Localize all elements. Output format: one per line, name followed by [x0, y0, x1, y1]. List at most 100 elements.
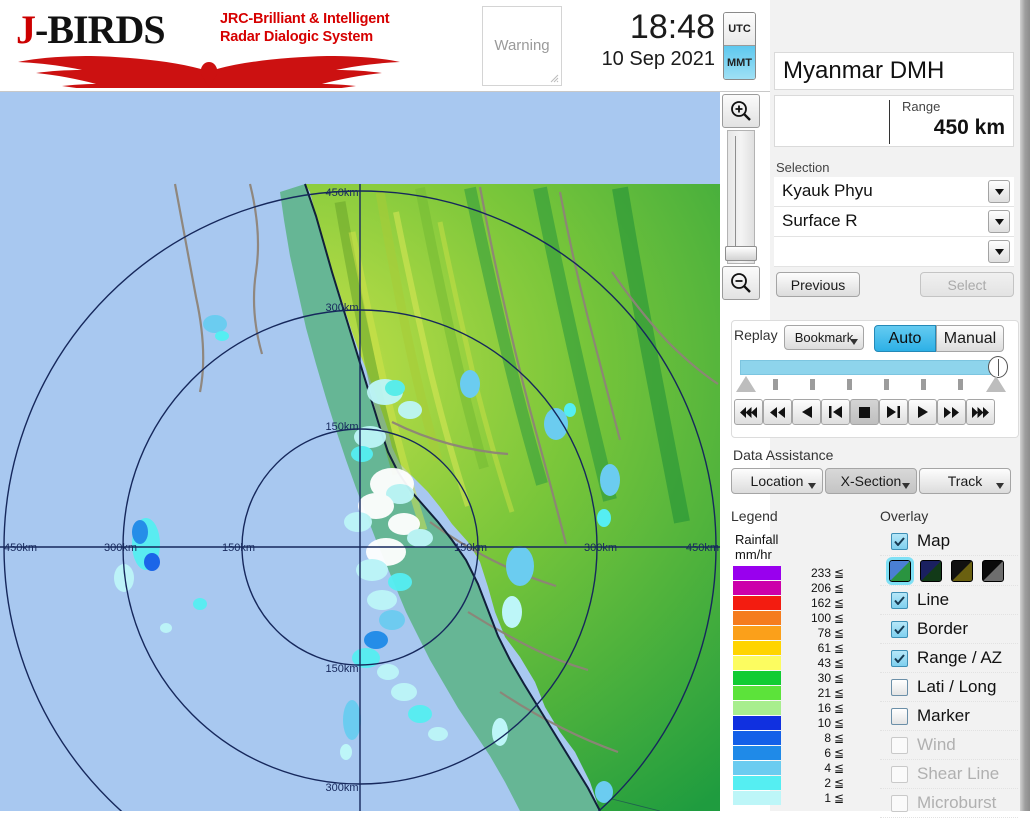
selection-product-dropdown[interactable]: Surface R: [774, 207, 1014, 237]
checkbox-icon[interactable]: [891, 678, 908, 696]
magnifier-plus-icon: [731, 101, 751, 121]
theme-blue-green[interactable]: [886, 556, 914, 585]
svg-text:150km: 150km: [222, 542, 255, 554]
replay-manual-button[interactable]: Manual: [936, 325, 1004, 352]
skip-to-end-icon: [972, 406, 989, 418]
theme-black-grey[interactable]: [982, 559, 1004, 582]
timezone-utc-button[interactable]: UTC: [724, 13, 755, 46]
zoom-slider-track[interactable]: [727, 130, 755, 264]
track-button[interactable]: Track: [919, 468, 1011, 494]
legend-value: 16: [817, 701, 831, 715]
legend-row: 206 ≦: [733, 581, 873, 596]
timezone-toggle[interactable]: UTC MMT: [723, 12, 756, 80]
fast-forward-button[interactable]: [937, 399, 966, 425]
stop-button[interactable]: [850, 399, 879, 425]
replay-marker-start[interactable]: [736, 376, 756, 392]
timezone-mmt-button[interactable]: MMT: [724, 46, 755, 79]
selection-site-dropdown[interactable]: Kyauk Phyu: [774, 177, 1014, 207]
legend-title: Rainfall mm/hr: [735, 532, 778, 562]
overlay-item-label: Marker: [917, 706, 970, 725]
selection-extra-dropdown[interactable]: [774, 237, 1014, 267]
step-forward-button[interactable]: [879, 399, 908, 425]
legend-row: 1 ≦: [733, 791, 873, 806]
legend-value: 21: [817, 686, 831, 700]
chevron-down-icon[interactable]: [988, 210, 1010, 233]
legend-row: 8 ≦: [733, 731, 873, 746]
chevron-down-icon[interactable]: [988, 240, 1010, 263]
checkbox-icon[interactable]: [891, 649, 908, 667]
legend-value: 30: [817, 671, 831, 685]
legend-value: 206: [810, 581, 831, 595]
caret-down-icon: [996, 483, 1004, 489]
theme-navy-dark-green[interactable]: [920, 559, 942, 582]
skip-to-end-button[interactable]: [966, 399, 995, 425]
legend-comparator: ≦: [834, 716, 845, 730]
replay-tick: [773, 379, 778, 390]
zoom-out-button[interactable]: [722, 266, 760, 300]
svg-text:150km: 150km: [454, 542, 487, 554]
panel-scrollbar[interactable]: [1020, 0, 1030, 811]
legend-row: 6 ≦: [733, 746, 873, 761]
location-button[interactable]: Location: [731, 468, 823, 494]
map-zoom-control[interactable]: [722, 94, 762, 300]
range-labels: 450km 300km 150km 150km 300km 450km 450k…: [4, 187, 719, 794]
legend-value: 78: [817, 626, 831, 640]
replay-slider-track[interactable]: [740, 360, 998, 375]
legend-comparator: ≦: [834, 626, 845, 640]
replay-auto-button[interactable]: Auto: [874, 325, 936, 352]
skip-to-start-button[interactable]: [734, 399, 763, 425]
svg-text:300km: 300km: [584, 542, 617, 554]
bookmark-button[interactable]: Bookmark: [784, 325, 864, 350]
overlay-item-border[interactable]: Border: [880, 615, 1018, 644]
checkbox-icon[interactable]: [891, 707, 908, 725]
zoom-in-button[interactable]: [722, 94, 760, 128]
zoom-slider-thumb[interactable]: [725, 246, 757, 261]
legend-comparator: ≦: [834, 596, 845, 610]
range-field: Range 450 km: [774, 95, 1014, 147]
step-forward-icon: [887, 406, 900, 418]
step-back-button[interactable]: [821, 399, 850, 425]
previous-button[interactable]: Previous: [776, 272, 860, 297]
legend-row: 30 ≦: [733, 671, 873, 686]
overlay-item-label: Range / AZ: [917, 648, 1003, 667]
svg-text:300km: 300km: [325, 302, 358, 314]
play-button[interactable]: [908, 399, 937, 425]
checkbox-icon: [891, 765, 908, 783]
clock-date: 10 Sep 2021: [601, 48, 715, 70]
theme-black-olive[interactable]: [951, 559, 973, 582]
selection-product-value: Surface R: [782, 211, 858, 230]
warning-panel[interactable]: Warning: [482, 6, 562, 86]
x-section-label: X-Section: [840, 473, 902, 489]
legend-value: 6: [824, 746, 831, 760]
checkbox-icon[interactable]: [891, 620, 908, 638]
replay-slider-thumb[interactable]: [988, 356, 1008, 378]
x-section-button[interactable]: X-Section: [825, 468, 917, 494]
caret-down-icon: [902, 483, 910, 489]
chevron-down-icon[interactable]: [988, 180, 1010, 203]
legend-swatch: [733, 701, 781, 715]
legend-value: 100: [810, 611, 831, 625]
legend-value: 233: [810, 566, 831, 580]
checkbox-icon[interactable]: [891, 532, 908, 550]
select-button: Select: [920, 272, 1014, 297]
legend-row: 43 ≦: [733, 656, 873, 671]
map-theme-swatches[interactable]: [880, 556, 1018, 586]
range-axes: [0, 184, 720, 811]
legend-swatch: [733, 581, 781, 595]
radar-map[interactable]: 450km 300km 150km 150km 300km 450km 450k…: [0, 92, 720, 811]
replay-marker-end[interactable]: [986, 376, 1006, 392]
legend-comparator: ≦: [834, 731, 845, 745]
page-title: Myanmar DMH: [783, 57, 945, 84]
app-logo: J-BIRDS JRC-Brilliant & Intelligent Rada…: [8, 2, 408, 90]
play-reverse-button[interactable]: [792, 399, 821, 425]
rewind-button[interactable]: [763, 399, 792, 425]
range-value: 450 km: [933, 116, 1005, 139]
overlay-item-lati-long[interactable]: Lati / Long: [880, 673, 1018, 702]
magnifier-minus-icon: [731, 273, 751, 293]
overlay-item-marker[interactable]: Marker: [880, 702, 1018, 731]
resize-grip-icon: [550, 74, 559, 83]
checkbox-icon[interactable]: [891, 591, 908, 609]
overlay-item-line[interactable]: Line: [880, 586, 1018, 615]
overlay-item-range-az[interactable]: Range / AZ: [880, 644, 1018, 673]
overlay-item-map[interactable]: Map: [880, 527, 1018, 556]
